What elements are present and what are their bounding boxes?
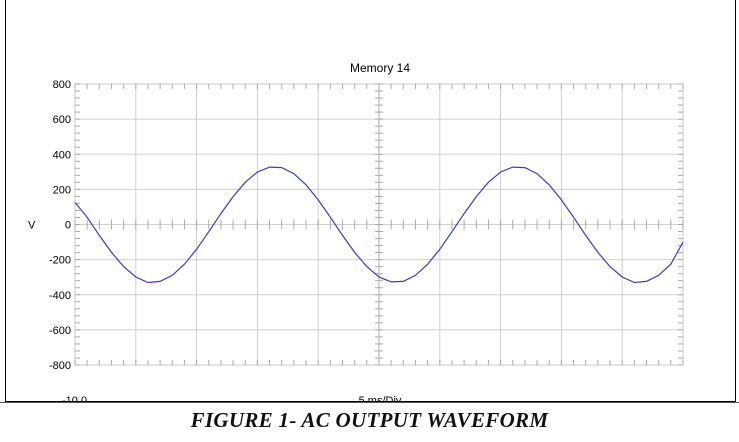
- y-tick-label: -400: [49, 290, 71, 302]
- x-start-label: -10.0: [62, 395, 87, 402]
- y-tick-label: -800: [49, 360, 71, 372]
- y-tick-label: 200: [53, 184, 71, 196]
- y-tick-label: 0: [65, 220, 71, 232]
- figure-caption: FIGURE 1- AC OUTPUT WAVEFORM: [190, 408, 549, 432]
- x-axis-label: 5 ms/Div: [359, 395, 402, 402]
- y-tick-label: -200: [49, 255, 71, 267]
- plot-area: 800 600 400 200 0 -200 -400 -600 -800 V -10.0 5 ms/…: [28, 79, 684, 402]
- y-axis-label: V: [28, 220, 36, 232]
- page-rule: [0, 402, 739, 403]
- chart-title: Memory 14: [349, 61, 411, 75]
- y-tick-label: -600: [49, 325, 71, 337]
- y-tick-label: 600: [53, 114, 71, 126]
- waveform-line: [74, 166, 684, 284]
- chart-frame: [5, 0, 736, 402]
- y-tick-label: 800: [53, 79, 71, 91]
- y-tick-label: 400: [53, 149, 71, 161]
